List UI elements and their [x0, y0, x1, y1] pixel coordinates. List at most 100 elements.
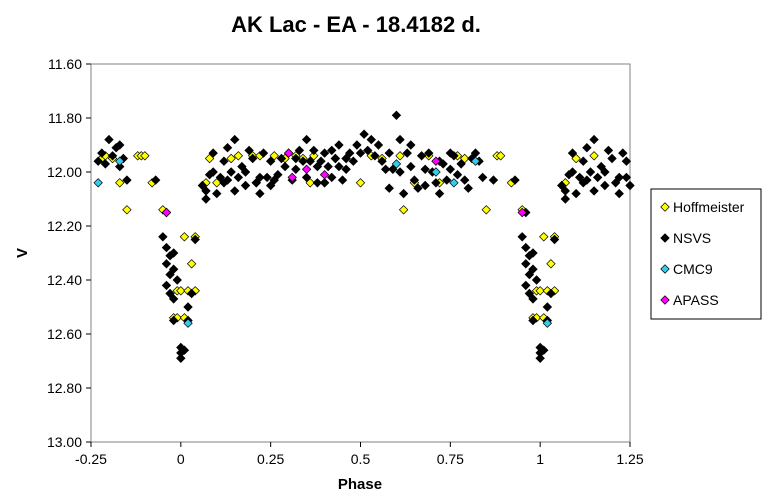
nsvs-data-point [567, 167, 578, 177]
nsvs-data-point [248, 153, 258, 164]
legend-marker-nsvs [660, 233, 670, 243]
nsvs-data-point [391, 110, 402, 120]
nsvs-data-point [291, 164, 301, 174]
nsvs-data-point [567, 148, 578, 158]
nsvs-data-point [535, 353, 545, 363]
cmc9-data-point [391, 159, 402, 169]
y-tick-label: 13.00 [47, 434, 82, 450]
nsvs-data-point [168, 315, 179, 326]
nsvs-data-point [330, 153, 341, 164]
nsvs-data-point [521, 259, 531, 269]
hoffmeister-data-point [190, 286, 200, 296]
nsvs-data-point [625, 180, 635, 191]
nsvs-data-point [600, 167, 610, 177]
x-tick-label: 1.25 [616, 451, 643, 467]
nsvs-data-point [255, 172, 265, 183]
hoffmeister-data-point [212, 178, 222, 188]
y-tick-label: 12.40 [47, 272, 82, 288]
nsvs-data-point [176, 348, 186, 358]
cmc9-data-point [470, 156, 481, 166]
nsvs-data-point [298, 156, 308, 166]
nsvs-data-point [168, 294, 179, 304]
hoffmeister-data-point [398, 205, 409, 215]
y-tick-label: 12.80 [47, 380, 82, 396]
nsvs-data-point [384, 148, 394, 158]
apass-data-point [431, 156, 441, 166]
nsvs-data-point [168, 248, 179, 258]
apass-data-point [301, 164, 312, 174]
nsvs-data-point [589, 134, 599, 145]
nsvs-data-point [280, 161, 290, 172]
nsvs-data-point [345, 148, 355, 158]
nsvs-data-point [610, 178, 621, 188]
hoffmeister-data-point [204, 153, 215, 164]
nsvs-data-point [438, 159, 448, 169]
nsvs-data-point [377, 156, 387, 166]
nsvs-data-point [93, 156, 103, 166]
nsvs-data-point [370, 151, 380, 161]
apass-data-point [517, 207, 527, 218]
nsvs-data-point [420, 164, 430, 174]
nsvs-data-point [589, 186, 599, 196]
nsvs-data-point [535, 348, 545, 358]
nsvs-data-point [222, 143, 233, 153]
y-tick-label: 11.60 [48, 56, 82, 72]
x-axis-ticks: -0.25 0 0.25 0.5 0.75 1 1.25 [75, 442, 644, 467]
nsvs-data-point [269, 175, 279, 185]
nsvs-data-point [449, 151, 459, 161]
nsvs-data-point [528, 248, 538, 258]
nsvs-data-point [607, 153, 617, 164]
nsvs-data-point [186, 288, 197, 299]
nsvs-data-point [524, 288, 535, 299]
nsvs-data-point [165, 269, 175, 280]
legend-marker-cmc9 [660, 264, 670, 274]
nsvs-data-point [161, 242, 172, 253]
nsvs-data-point [161, 280, 172, 291]
nsvs-data-point [528, 315, 538, 326]
nsvs-data-point [549, 234, 560, 245]
hoffmeister-data-point [122, 205, 132, 215]
nsvs-data-point [291, 153, 301, 164]
hoffmeister-data-point [535, 286, 545, 296]
nsvs-data-point [100, 159, 111, 169]
nsvs-data-point [348, 156, 359, 166]
nsvs-data-point [265, 180, 276, 191]
nsvs-data-point [373, 140, 384, 150]
nsvs-data-point [621, 172, 632, 183]
nsvs-data-point [273, 170, 283, 180]
apass-data-point [287, 172, 297, 183]
y-tick-label: 12.00 [47, 164, 82, 180]
nsvs-data-point [600, 180, 610, 191]
nsvs-data-point [115, 140, 125, 150]
nsvs-data-point [621, 156, 632, 166]
x-tick-label: 0 [177, 451, 185, 467]
data-points [93, 110, 635, 363]
nsvs-data-point [312, 178, 323, 188]
hoffmeister-data-point [179, 232, 190, 242]
hoffmeister-data-point [542, 286, 553, 296]
nsvs-data-point [323, 161, 333, 172]
nsvs-data-point [395, 167, 405, 177]
apass-data-point [283, 148, 294, 158]
nsvs-data-point [571, 188, 581, 199]
hoffmeister-data-point [460, 153, 470, 164]
nsvs-data-point [488, 175, 499, 185]
nsvs-data-point [582, 143, 592, 153]
legend-label-hoffmeister: Hoffmeister [673, 199, 745, 215]
nsvs-data-point [406, 161, 416, 172]
x-tick-label: 0.75 [437, 451, 464, 467]
legend-marker-apass [660, 295, 670, 305]
nsvs-data-point [582, 175, 592, 185]
nsvs-data-point [265, 156, 276, 166]
nsvs-data-point [237, 161, 247, 172]
cmc9-data-point [183, 318, 193, 328]
nsvs-data-point [463, 183, 473, 193]
cmc9-data-point [431, 167, 441, 177]
nsvs-data-point [190, 234, 200, 245]
x-tick-label: -0.25 [75, 451, 107, 467]
nsvs-data-point [168, 264, 179, 274]
nsvs-data-point [442, 175, 452, 185]
nsvs-data-point [334, 161, 344, 172]
